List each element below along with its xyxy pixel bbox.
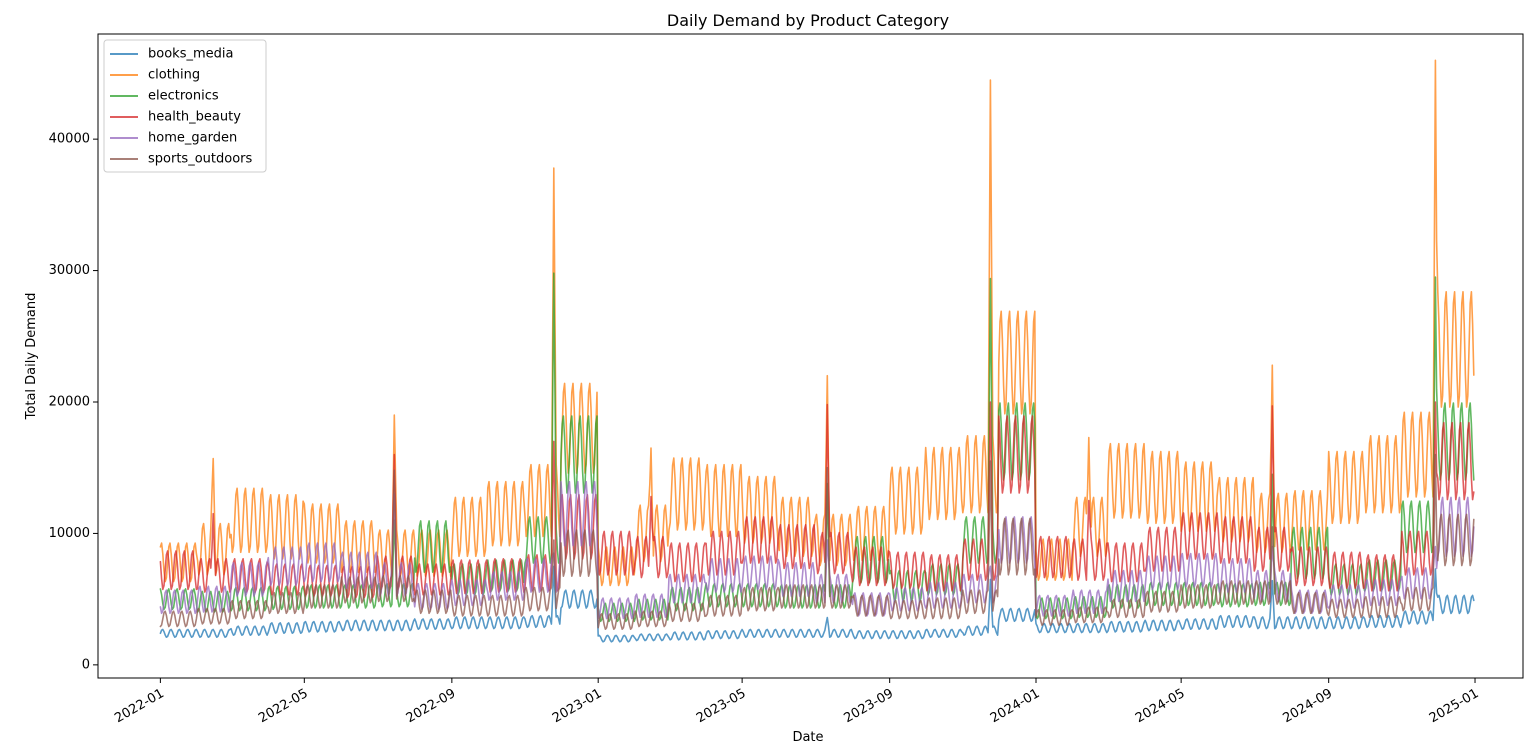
x-axis-title: Date bbox=[792, 730, 823, 745]
y-tick-label: 30000 bbox=[49, 263, 90, 278]
series-line-clothing bbox=[159, 59, 1475, 587]
legend-label: books_media bbox=[148, 47, 233, 62]
legend-label: sports_outdoors bbox=[148, 152, 252, 167]
series-line-books-media bbox=[159, 565, 1475, 643]
series-line-sports-outdoors bbox=[159, 453, 1475, 630]
series-line-health-beauty bbox=[159, 401, 1475, 599]
legend-box bbox=[103, 39, 267, 173]
legend-label: home_garden bbox=[148, 131, 237, 146]
y-tick-label: 0 bbox=[82, 657, 90, 672]
legend: books_media clothing electronics health_bea… bbox=[103, 39, 267, 173]
y-tick-label: 10000 bbox=[49, 526, 90, 541]
plot-frame bbox=[97, 33, 1524, 679]
y-tick-label: 20000 bbox=[49, 395, 90, 410]
chart-title: Daily Demand by Product Category bbox=[667, 11, 949, 30]
y-axis: 0 10000 20000 30000 40000 bbox=[49, 132, 98, 672]
legend-label: clothing bbox=[148, 68, 200, 83]
series-layer bbox=[159, 59, 1475, 643]
y-tick-label: 40000 bbox=[49, 132, 90, 147]
y-axis-title: Total Daily Demand bbox=[24, 293, 39, 421]
legend-label: electronics bbox=[148, 89, 219, 104]
legend-label: health_beauty bbox=[148, 110, 241, 125]
